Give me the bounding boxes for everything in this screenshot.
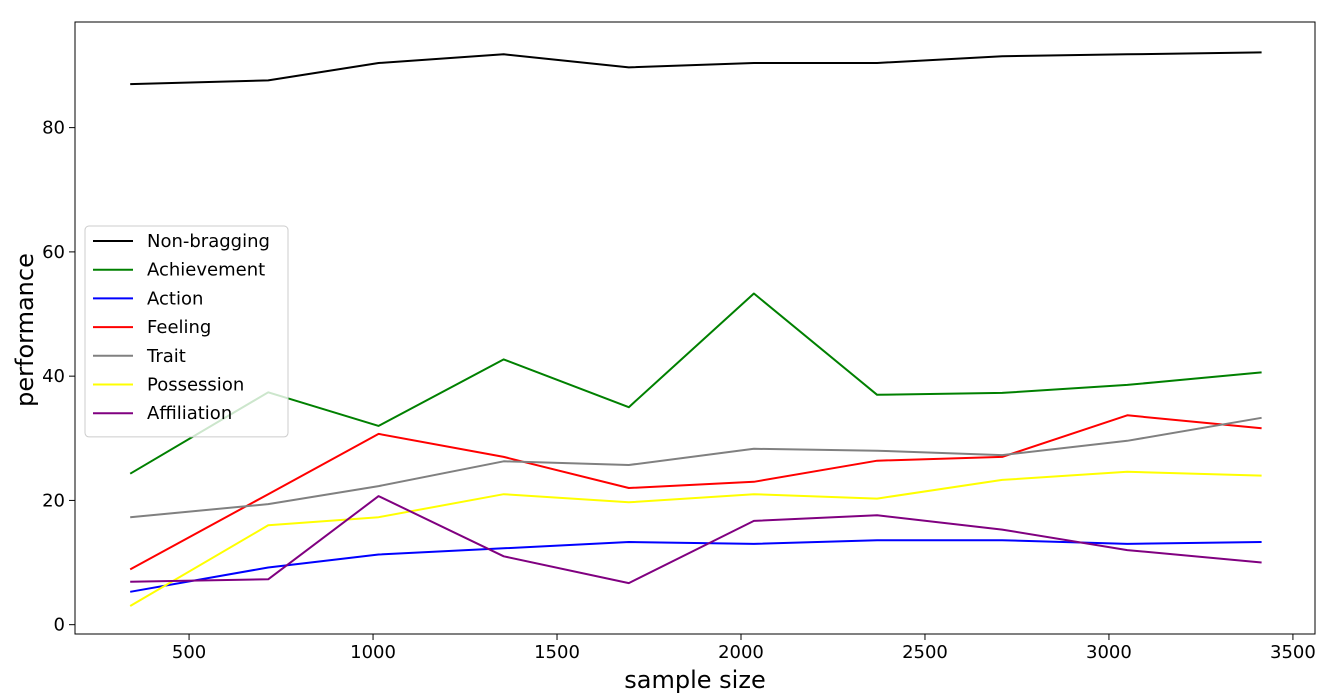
y-tick-label: 60	[42, 242, 65, 263]
legend-item: Action	[93, 288, 203, 309]
series-line-non-bragging	[130, 51, 1262, 86]
series-line-feeling	[129, 414, 1262, 571]
legend-label: Action	[147, 288, 203, 309]
legend-frame	[84, 225, 289, 438]
legend-item: Non-bragging	[93, 231, 270, 252]
x-tick-label: 1500	[534, 642, 580, 663]
y-tick-label: 40	[42, 366, 65, 387]
x-axis-label: sample size	[624, 666, 765, 694]
series-line-possession	[129, 470, 1262, 607]
x-tick-label: 3000	[1086, 642, 1132, 663]
series-line-achievement	[129, 292, 1262, 475]
legend-item: Possession	[93, 375, 244, 396]
legend-label: Affiliation	[147, 403, 232, 424]
x-tick-label: 2500	[902, 642, 948, 663]
x-tick-label: 1000	[350, 642, 396, 663]
x-axis: 500 1000 1500 2000 2500 3000 3500	[172, 634, 1316, 663]
legend-item: Feeling	[93, 317, 211, 338]
legend-label: Non-bragging	[147, 231, 270, 252]
y-tick-label: 0	[54, 615, 65, 636]
y-tick-label: 80	[42, 118, 65, 139]
y-axis-label: performance	[11, 253, 39, 407]
legend-label: Possession	[147, 375, 244, 396]
x-tick-label: 500	[172, 642, 206, 663]
legend-label: Trait	[146, 346, 186, 367]
legend-label: Feeling	[147, 317, 211, 338]
legend-label: Achievement	[147, 260, 265, 281]
legend-item: Trait	[93, 346, 186, 367]
x-tick-label: 2000	[718, 642, 764, 663]
y-tick-label: 20	[42, 490, 65, 511]
y-axis: 0 20 40 60 80	[42, 118, 75, 636]
series-line-affiliation	[130, 495, 1262, 585]
legend: Non-bragging Achievement Action Feeling Trai…	[84, 225, 289, 438]
series-line-trait	[130, 416, 1262, 519]
series-line-action	[130, 539, 1262, 593]
x-tick-label: 3500	[1270, 642, 1316, 663]
plot-frame	[74, 21, 1316, 635]
series-layer	[129, 51, 1262, 607]
legend-item: Achievement	[93, 260, 265, 281]
legend-item: Affiliation	[93, 403, 232, 424]
